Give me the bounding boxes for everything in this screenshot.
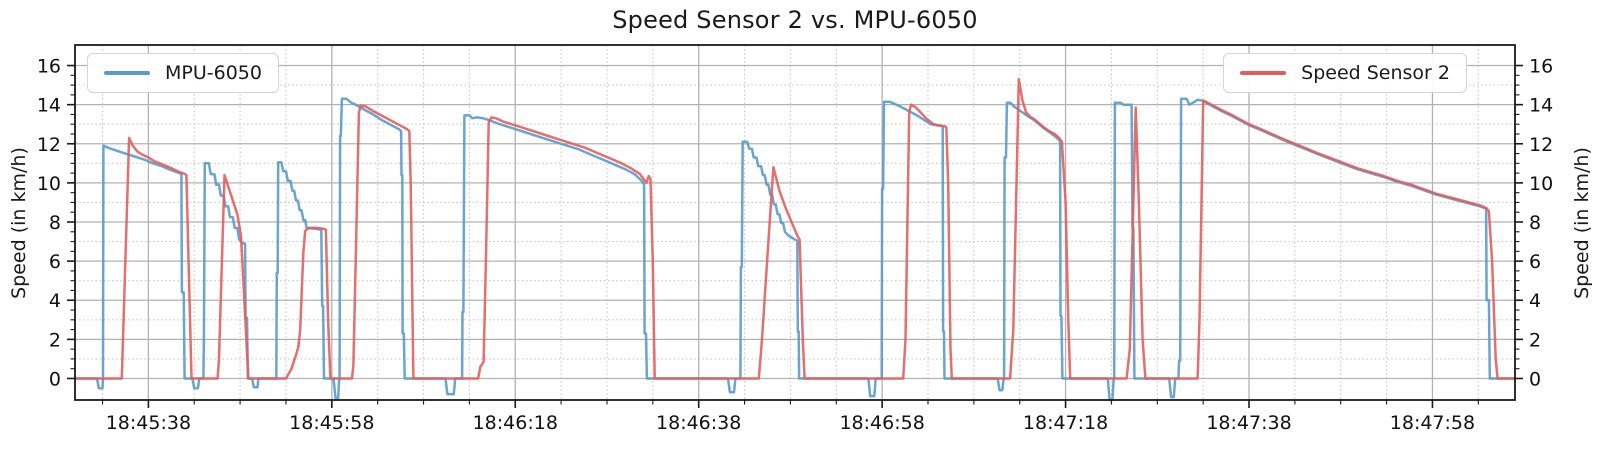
x-tick-label: 18:47:18	[1023, 412, 1108, 434]
y-tick-label-left: 12	[37, 134, 61, 156]
y-tick-label-left: 10	[37, 173, 61, 195]
legend-mpu6050: MPU-6050	[87, 53, 279, 93]
y-tick-label-right: 2	[1529, 329, 1541, 351]
chart-title: Speed Sensor 2 vs. MPU-6050	[612, 6, 978, 34]
y-tick-label-right: 6	[1529, 251, 1541, 273]
y-axis-label-left: Speed (in km/h)	[8, 147, 30, 299]
y-tick-label-right: 14	[1529, 95, 1553, 117]
y-tick-label-left: 0	[49, 368, 61, 390]
y-tick-label-left: 8	[49, 212, 61, 234]
legend-speed-sensor-2: Speed Sensor 2	[1223, 53, 1467, 93]
y-tick-label-left: 6	[49, 251, 61, 273]
x-tick-label: 18:46:58	[839, 412, 924, 434]
x-tick-label: 18:46:38	[656, 412, 741, 434]
x-tick-label: 18:47:38	[1206, 412, 1291, 434]
x-tick-label: 18:47:58	[1390, 412, 1475, 434]
series-speed-sensor-2	[73, 77, 1517, 380]
y-tick-label-right: 0	[1529, 368, 1541, 390]
legend-label-speed-sensor-2: Speed Sensor 2	[1301, 62, 1450, 84]
legend-line-sample-red	[1240, 71, 1287, 75]
x-tick-label: 18:46:18	[473, 412, 558, 434]
y-axis-label-right: Speed (in km/h)	[1571, 147, 1593, 299]
legend-label-mpu6050: MPU-6050	[165, 62, 262, 84]
y-tick-label-left: 14	[37, 95, 61, 117]
y-tick-label-right: 12	[1529, 134, 1553, 156]
y-tick-label-left: 2	[49, 329, 61, 351]
y-tick-label-left: 16	[37, 56, 61, 78]
x-tick-label: 18:45:58	[289, 412, 374, 434]
x-tick-label: 18:45:38	[106, 412, 191, 434]
y-tick-label-left: 4	[49, 290, 61, 312]
y-tick-label-right: 10	[1529, 173, 1553, 195]
legend-line-sample-blue	[104, 71, 150, 75]
y-tick-label-right: 4	[1529, 290, 1541, 312]
y-tick-label-right: 16	[1529, 56, 1553, 78]
y-tick-label-right: 8	[1529, 212, 1541, 234]
